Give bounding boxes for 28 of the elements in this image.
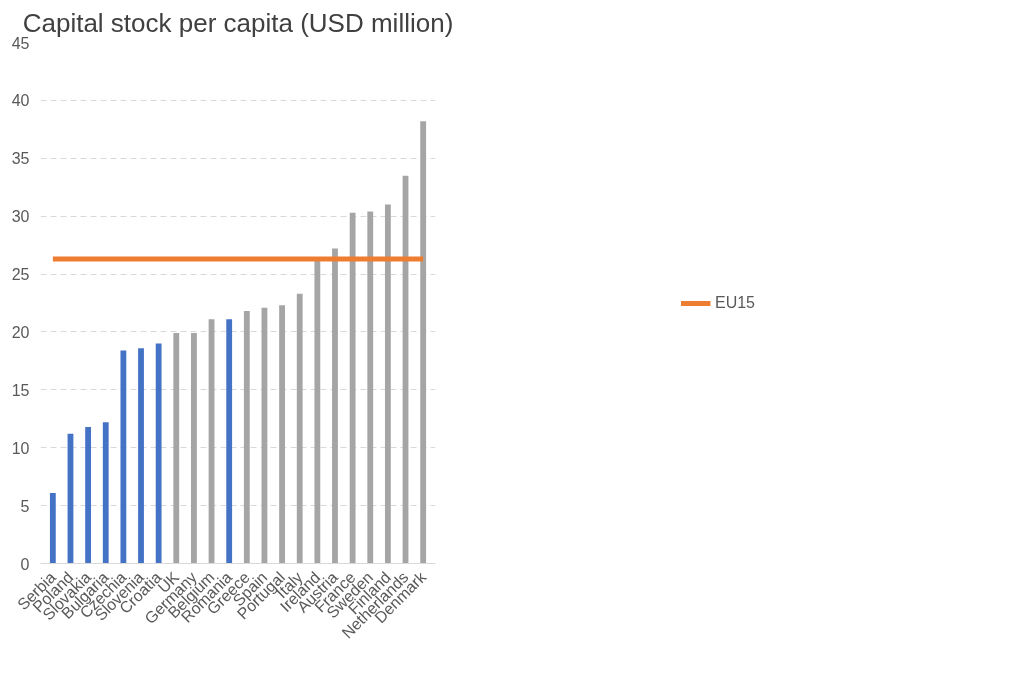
bar [384, 204, 391, 564]
bar [332, 248, 338, 564]
bar [243, 311, 250, 564]
bar [279, 305, 285, 564]
y-tick-label: 40 [11, 92, 30, 110]
y-tick-label: 20 [11, 323, 30, 341]
bar [49, 492, 56, 564]
bar [367, 211, 374, 564]
y-tick-label: 35 [11, 150, 30, 168]
legend-label: EU15 [714, 293, 756, 312]
bar [138, 348, 144, 564]
bar [173, 333, 180, 564]
bar [226, 319, 233, 564]
y-tick-label: 5 [20, 497, 30, 515]
bar [420, 121, 427, 564]
y-tick-label: 30 [11, 208, 30, 226]
bar [191, 333, 197, 564]
bar [349, 212, 356, 564]
bar [155, 343, 162, 564]
bar [314, 259, 321, 564]
bar [102, 422, 109, 564]
bar [296, 293, 303, 564]
bar [85, 426, 92, 564]
y-tick-label: 15 [11, 381, 30, 399]
y-tick-label: 25 [11, 266, 30, 284]
bar [120, 350, 127, 564]
y-tick-label: 0 [20, 555, 30, 573]
y-tick-label: 10 [11, 439, 30, 457]
